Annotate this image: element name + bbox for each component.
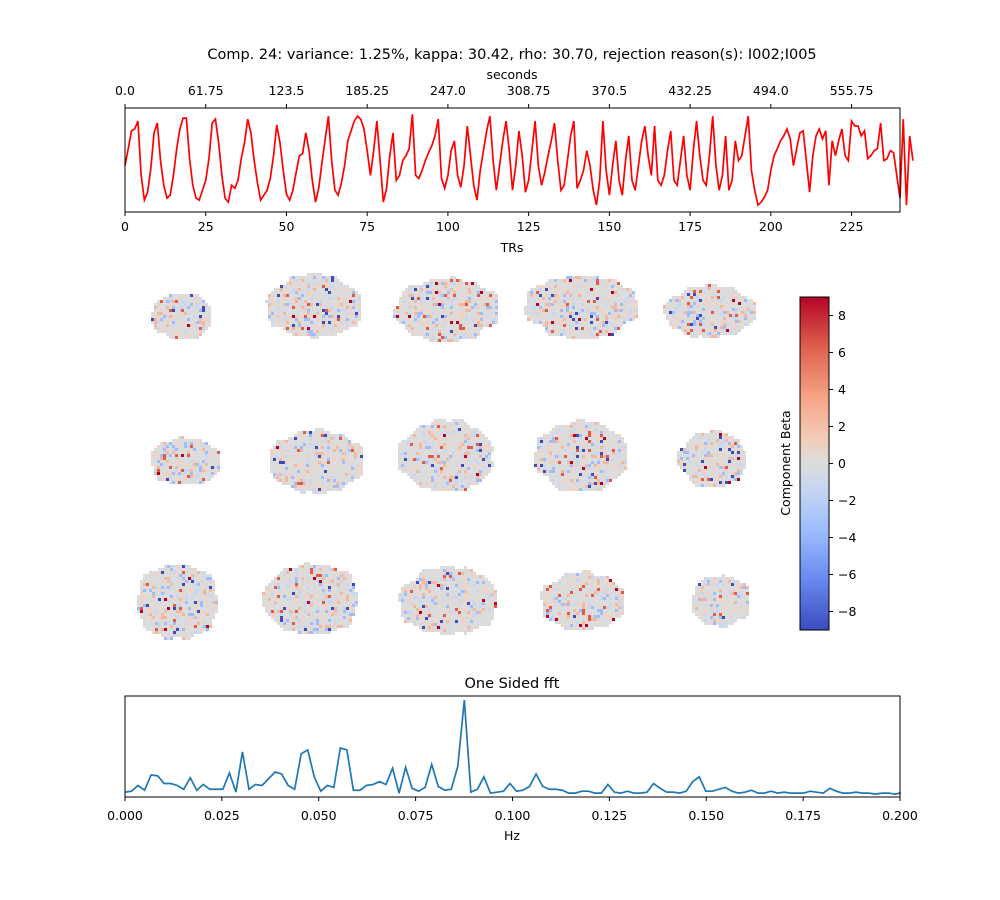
tr-tick-label: 50: [279, 219, 295, 234]
tr-tick-label: 225: [840, 219, 864, 234]
colorbar-tick-label: −4: [838, 530, 856, 545]
tr-axis-label: TRs: [500, 240, 524, 255]
timeseries-panel: seconds 0.0 61.75 123.5 185.25 247.0 308.75 37…: [115, 67, 914, 255]
hz-tick-label: 0.125: [591, 808, 627, 823]
hz-tick-label: 0.100: [495, 808, 531, 823]
seconds-tick-label: 494.0: [753, 83, 789, 98]
component-map-slice: [151, 294, 211, 339]
component-map-slice: [663, 284, 756, 338]
component-map-slice: [151, 436, 220, 484]
seconds-tick-label: 0.0: [115, 83, 135, 98]
colorbar-label: Component Beta: [778, 410, 793, 515]
colorbar: 8 6 4 2 0 −2 −4 −6 −8 Component Beta: [778, 296, 856, 631]
seconds-tick-label: 555.75: [830, 83, 874, 98]
colorbar-gradient: [799, 296, 830, 631]
colorbar-tick-label: 0: [838, 456, 846, 471]
timeseries-axes-frame: [124, 107, 901, 213]
fft-axes-frame: [124, 695, 901, 798]
tr-tick-label: 175: [678, 219, 702, 234]
component-map-slice: [524, 276, 638, 339]
seconds-tick-label: 185.25: [345, 83, 389, 98]
seconds-tick-label: 123.5: [269, 83, 305, 98]
seconds-tick-label: 432.25: [668, 83, 712, 98]
hz-tick-label: 0.175: [785, 808, 821, 823]
hz-tick-label: 0.200: [882, 808, 918, 823]
seconds-tick-label: 370.5: [591, 83, 627, 98]
tr-tick-label: 100: [436, 219, 460, 234]
seconds-tick-label: 61.75: [188, 83, 224, 98]
tr-tick-label: 125: [517, 219, 541, 234]
component-map-slice: [534, 419, 627, 491]
component-map-slice: [398, 566, 497, 635]
hz-tick-label: 0.025: [204, 808, 240, 823]
tr-tick-label: 0: [121, 219, 129, 234]
fft-title: One Sided fft: [465, 676, 560, 692]
hz-tick-label: 0.000: [107, 808, 143, 823]
colorbar-tick-label: −6: [838, 567, 856, 582]
component-map-slice: [265, 273, 361, 339]
colorbar-tick-label: 6: [838, 345, 846, 360]
colorbar-tick-label: 2: [838, 419, 846, 434]
hz-tick-label: 0.075: [398, 808, 434, 823]
component-map-slice: [540, 570, 624, 630]
colorbar-tick-label: −2: [838, 493, 856, 508]
timeseries-line: [124, 114, 914, 207]
fft-panel: One Sided fft 0.000 0.025 0.050 0.075 0.100 0…: [107, 676, 918, 843]
fft-line: [124, 699, 901, 795]
hz-ticks: 0.000 0.025 0.050 0.075 0.100 0.125 0.150 0.175…: [107, 797, 918, 823]
component-map-grid: [137, 273, 756, 640]
seconds-axis-label: seconds: [486, 67, 537, 82]
colorbar-tick-label: 4: [838, 382, 846, 397]
component-map-slice: [137, 565, 218, 640]
component-map-slice: [270, 428, 363, 494]
seconds-tick-label: 308.75: [507, 83, 551, 98]
tr-tick-label: 150: [597, 219, 621, 234]
component-map-slice: [677, 430, 746, 487]
hz-tick-label: 0.050: [301, 808, 337, 823]
tr-tick-label: 75: [359, 219, 375, 234]
component-map-slice: [692, 574, 749, 628]
component-map-slice: [262, 562, 358, 634]
figure-title: Comp. 24: variance: 1.25%, kappa: 30.42,…: [207, 47, 816, 63]
tr-tick-label: 25: [198, 219, 214, 234]
hz-tick-label: 0.150: [688, 808, 724, 823]
colorbar-tick-label: 8: [838, 308, 846, 323]
seconds-tick-label: 247.0: [430, 83, 466, 98]
colorbar-ticks: 8 6 4 2 0 −2 −4 −6 −8: [829, 308, 856, 619]
hz-axis-label: Hz: [504, 828, 520, 843]
colorbar-tick-label: −8: [838, 604, 856, 619]
component-map-slice: [393, 276, 498, 342]
tr-ticks: 0 25 50 75 100 125 150 175 200 225: [121, 212, 863, 234]
tr-tick-label: 200: [759, 219, 783, 234]
component-map-slice: [398, 419, 494, 491]
seconds-ticks: 0.0 61.75 123.5 185.25 247.0 308.75 370.5 432.2…: [115, 83, 873, 108]
